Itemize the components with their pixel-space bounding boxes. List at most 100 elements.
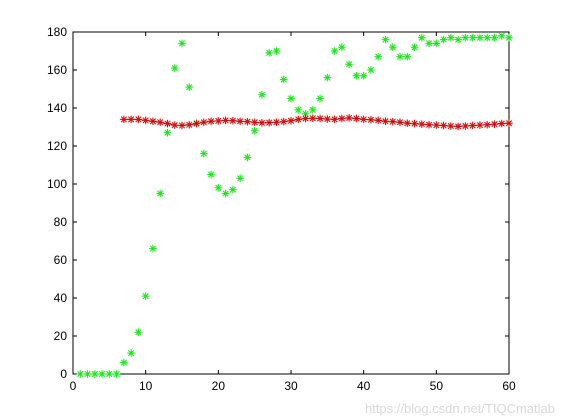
data-point [439, 35, 448, 44]
data-point [279, 75, 288, 84]
data-point [381, 117, 390, 126]
y-tick-label: 40 [54, 291, 68, 305]
x-tick-label: 30 [284, 379, 298, 393]
data-point [178, 121, 186, 130]
data-point [352, 114, 361, 123]
data-point [156, 118, 164, 127]
y-tick-label: 20 [54, 329, 68, 343]
data-point [396, 118, 404, 127]
data-point [476, 121, 484, 129]
x-tick-label: 10 [139, 379, 153, 393]
data-point [178, 39, 186, 48]
series-marks [76, 32, 513, 378]
data-point [505, 119, 513, 127]
data-point [338, 114, 346, 123]
data-point [505, 33, 513, 42]
data-point [221, 189, 230, 198]
data-point [454, 122, 462, 131]
data-point [134, 328, 143, 336]
x-tick-label: 50 [430, 379, 444, 393]
data-point [439, 121, 448, 130]
data-point [141, 116, 150, 125]
data-point [91, 370, 99, 378]
data-point [497, 119, 506, 128]
data-point [250, 127, 259, 135]
data-point [272, 118, 281, 127]
data-point [418, 120, 426, 128]
data-point [76, 370, 85, 378]
data-point [163, 119, 172, 128]
series-2 [120, 114, 513, 131]
data-point [141, 292, 150, 300]
data-point [127, 349, 135, 357]
data-point [323, 73, 332, 82]
data-point [497, 32, 506, 40]
data-point [185, 83, 194, 91]
x-tick-label: 20 [212, 379, 226, 393]
data-point [323, 115, 332, 123]
data-point [265, 49, 273, 57]
data-point [410, 43, 419, 51]
x-tick-label: 0 [70, 379, 77, 393]
data-point [221, 116, 230, 125]
y-tick-label: 100 [47, 177, 67, 191]
data-point [214, 117, 223, 125]
data-point [214, 184, 223, 192]
data-point [367, 66, 375, 74]
x-tick-label: 60 [502, 379, 516, 393]
y-tick-label: 0 [60, 367, 67, 381]
data-point [287, 94, 295, 103]
data-point [483, 33, 491, 42]
data-point [294, 106, 303, 114]
data-point [279, 117, 288, 126]
data-point [338, 43, 346, 51]
data-point [345, 60, 353, 69]
data-point [490, 33, 499, 42]
plot-area [72, 31, 510, 375]
data-point [374, 52, 382, 61]
data-point [352, 71, 361, 80]
data-point [309, 114, 317, 123]
data-point [316, 114, 324, 123]
data-point [105, 370, 114, 378]
y-tick-label: 180 [47, 25, 67, 39]
data-point [98, 370, 106, 378]
data-point [83, 370, 92, 378]
data-point [461, 122, 470, 130]
data-point [229, 185, 237, 194]
data-point [447, 33, 455, 42]
data-point [243, 153, 252, 162]
data-point [301, 114, 310, 123]
data-point [192, 119, 201, 128]
data-point [359, 115, 368, 124]
data-point [425, 120, 433, 129]
data-point [425, 39, 433, 48]
data-point [359, 71, 368, 80]
axis-ticks: 0 10 20 30 40 50 60 0 20 40 60 80 100 120 140 160 180 [47, 25, 516, 393]
data-point [265, 118, 273, 127]
data-point [330, 115, 339, 124]
y-tick-label: 80 [54, 215, 68, 229]
data-point [258, 90, 266, 99]
data-point [294, 115, 303, 124]
data-point [112, 370, 121, 378]
data-point [200, 118, 208, 127]
data-point [476, 33, 484, 42]
data-point [258, 119, 266, 127]
data-point [374, 116, 382, 125]
data-point [461, 33, 470, 42]
data-point [454, 35, 462, 44]
data-point [207, 117, 215, 126]
data-point [316, 94, 324, 103]
data-point [243, 117, 252, 126]
data-point [134, 115, 143, 124]
data-point [403, 119, 412, 127]
data-point [490, 120, 499, 128]
data-point [447, 122, 455, 130]
data-point [330, 47, 339, 55]
data-point [309, 106, 317, 114]
data-point [156, 189, 164, 198]
data-point [236, 174, 244, 183]
data-point [381, 35, 390, 44]
data-point [229, 116, 237, 125]
